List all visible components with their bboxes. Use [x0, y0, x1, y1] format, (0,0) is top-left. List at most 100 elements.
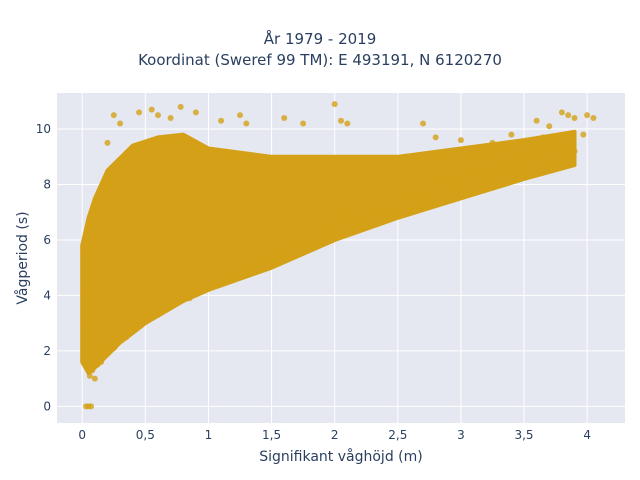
- scatter-point: [546, 162, 553, 169]
- scatter-point: [451, 187, 458, 194]
- scatter-point: [571, 148, 578, 155]
- scatter-point: [86, 372, 93, 379]
- scatter-point: [483, 173, 490, 180]
- scatter-point: [388, 209, 395, 216]
- scatter-point: [255, 256, 262, 263]
- scatter-point: [457, 137, 464, 144]
- scatter-point: [420, 120, 427, 127]
- scatter-point: [476, 151, 483, 158]
- scatter-point: [407, 192, 414, 199]
- scatter-point: [218, 117, 225, 124]
- scatter-point: [117, 120, 124, 127]
- scatter-point: [344, 120, 351, 127]
- scatter-point: [167, 303, 174, 310]
- scatter-point: [565, 112, 572, 119]
- scatter-point: [426, 198, 433, 205]
- scatter-point: [558, 156, 565, 163]
- scatter-point: [445, 178, 452, 185]
- scatter-point: [81, 320, 88, 327]
- scatter-point: [243, 120, 250, 127]
- scatter-point: [177, 103, 184, 110]
- scatter-point: [584, 112, 591, 119]
- x-axis-label: Signifikant våghöjd (m): [259, 448, 422, 465]
- dense-band-area: [80, 129, 577, 376]
- scatter-point: [81, 250, 88, 257]
- scatter-point: [211, 281, 218, 288]
- scatter-point: [300, 120, 307, 127]
- dense-scatter-band: [80, 129, 577, 376]
- scatter-point: [89, 367, 96, 374]
- scatter-point: [331, 101, 338, 108]
- scatter-point: [243, 267, 250, 274]
- chart-title-line2: Koordinat (Sweref 99 TM): E 493191, N 61…: [138, 51, 502, 69]
- y-tick-label: 10: [36, 122, 51, 136]
- scatter-point: [110, 345, 117, 352]
- y-tick-label: 6: [43, 233, 51, 247]
- scatter-point: [237, 112, 244, 119]
- scatter-point: [306, 239, 313, 246]
- scatter-point: [154, 311, 161, 318]
- scatter-point: [154, 112, 161, 119]
- x-tick-label: 1,5: [262, 428, 281, 442]
- scatter-point: [470, 170, 477, 177]
- scatter-point: [580, 131, 587, 138]
- x-tick-label: 3: [457, 428, 465, 442]
- scatter-point: [88, 403, 95, 410]
- scatter-point: [230, 273, 237, 280]
- scatter-point: [148, 106, 155, 113]
- scatter-point: [356, 220, 363, 227]
- scatter-point: [527, 142, 534, 149]
- scatter-point: [192, 289, 199, 296]
- scatter-point: [533, 151, 540, 158]
- scatter-point: [521, 156, 528, 163]
- scatter-point: [338, 117, 344, 124]
- scatter-point: [514, 164, 521, 171]
- scatter-point: [274, 253, 281, 260]
- scatter-point: [502, 145, 509, 152]
- scatter-point: [98, 358, 105, 365]
- y-tick-label: 2: [43, 344, 51, 358]
- scatter-point: [167, 114, 174, 121]
- y-axis-ticks: 0 2 4 6 8 10: [36, 122, 51, 413]
- x-tick-label: 0,5: [136, 428, 155, 442]
- scatter-point: [123, 334, 130, 341]
- x-tick-label: 0: [78, 428, 86, 442]
- scatter-point: [344, 212, 351, 219]
- scatter-point: [495, 164, 502, 171]
- scatter-point: [83, 403, 90, 410]
- scatter-point: [489, 139, 496, 146]
- scatter-point: [546, 123, 553, 130]
- scatter-point: [186, 295, 193, 302]
- scatter-point: [80, 286, 87, 293]
- scatter-point: [571, 114, 578, 121]
- x-tick-label: 4: [583, 428, 591, 442]
- scatter-point: [110, 112, 117, 119]
- scatter-point: [369, 206, 376, 213]
- y-tick-label: 4: [43, 288, 51, 302]
- x-tick-label: 2: [331, 428, 339, 442]
- scatter-point: [91, 375, 98, 382]
- x-tick-label: 1: [205, 428, 213, 442]
- scatter-point: [136, 109, 143, 116]
- scatter-point: [192, 109, 199, 116]
- scatter-point: [331, 228, 338, 235]
- y-tick-label: 8: [43, 178, 51, 192]
- scatter-point: [129, 325, 136, 332]
- scatter-point: [432, 134, 439, 141]
- scatter-point: [281, 114, 288, 121]
- scatter-point: [558, 109, 565, 116]
- scatter-point: [508, 131, 515, 138]
- scatter-point: [590, 114, 597, 121]
- scatter-point: [539, 134, 546, 141]
- scatter-point: [293, 239, 300, 246]
- scatter-point: [533, 117, 540, 124]
- scatter-point: [104, 139, 111, 146]
- x-tick-label: 3,5: [514, 428, 533, 442]
- chart-title-line1: År 1979 - 2019: [263, 30, 377, 48]
- y-axis-label: Vågperiod (s): [14, 211, 31, 304]
- scatter-point: [552, 145, 559, 152]
- x-axis-ticks: 0 0,5 1 1,5 2 2,5 3 3,5 4: [78, 428, 591, 442]
- scatter-points: [80, 101, 597, 410]
